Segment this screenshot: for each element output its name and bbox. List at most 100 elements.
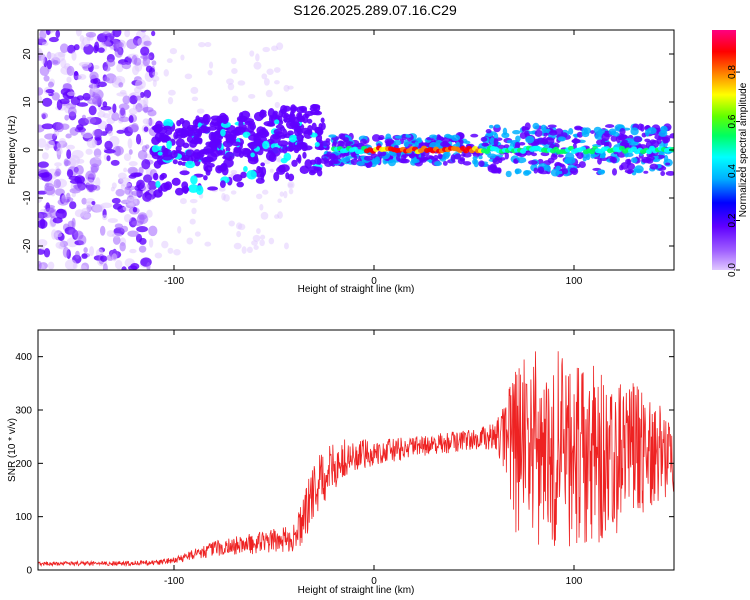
spectrogram-blob: [102, 214, 108, 221]
spectrogram-blob: [505, 170, 512, 178]
spectrogram-blob: [179, 198, 187, 205]
spectrogram-blob: [338, 133, 346, 140]
spectrogram-blob: [66, 65, 75, 77]
spectrogram-blob: [280, 108, 287, 114]
spectrogram-blob: [273, 171, 280, 182]
spectrogram-blob: [350, 158, 359, 166]
spectrogram-blob: [68, 157, 77, 167]
spectrogram-blob: [630, 157, 638, 164]
spectrogram-blob: [378, 136, 384, 141]
spectrogram-blob: [401, 133, 407, 141]
spectrogram-blob: [38, 95, 43, 103]
spectrogram-blob: [94, 154, 102, 161]
spectrogram-blob: [100, 105, 112, 111]
spectrogram-blob: [330, 160, 341, 165]
spectrogram-blob: [141, 159, 151, 170]
spectrogram-blob: [285, 146, 295, 152]
spectrogram-blob: [198, 125, 209, 134]
spectrogram-blob: [164, 136, 172, 141]
spectrogram-blob: [40, 218, 46, 229]
spectrogram-blob: [200, 149, 210, 154]
spectrogram-blob: [153, 160, 162, 169]
spectrogram-blob: [160, 182, 169, 192]
spectrogram-blob: [66, 144, 76, 150]
spectrogram-blob: [497, 167, 502, 174]
spectrogram-blob: [55, 241, 64, 249]
spectrogram-blob: [207, 186, 219, 191]
spectrogram-blob: [504, 152, 509, 160]
spectrogram-blob: [41, 97, 53, 107]
spectrogram-blob: [127, 138, 133, 149]
spectrogram-blob: [231, 68, 238, 74]
spectrogram-blob: [286, 130, 294, 136]
spectrogram-blob: [625, 158, 631, 165]
spectrogram-blob: [57, 198, 69, 206]
spectrogram-blob: [166, 58, 173, 64]
spectrogram-blob: [114, 259, 123, 270]
spectrogram-blob: [658, 130, 668, 137]
spectrogram-blob: [177, 225, 182, 234]
spectrogram-blob: [563, 157, 572, 164]
spectrogram-blob: [168, 89, 176, 96]
spectrogram-blob: [287, 173, 295, 182]
spectrogram-blob: [515, 135, 521, 142]
spectrogram-blob: [74, 183, 86, 192]
spectrogram-blob: [385, 133, 392, 140]
spectrogram-blob: [521, 125, 527, 133]
spectrogram-blob: [266, 68, 274, 75]
spectrogram-blob: [128, 108, 138, 115]
spectrogram-x-ticks: -100 0 100: [164, 30, 583, 287]
spectrogram-blob: [461, 152, 466, 157]
spectrogram-blob: [43, 213, 53, 218]
spectrogram-blob: [128, 149, 133, 155]
spectrogram-blob: [478, 155, 483, 160]
y-tick-label: -20: [22, 238, 33, 253]
spectrogram-blob: [167, 96, 174, 105]
spectrogram-blob: [358, 149, 364, 155]
spectrogram-blob: [136, 179, 145, 190]
spectrogram-blob: [544, 164, 551, 173]
spectrogram-blob: [69, 201, 77, 210]
spectrogram-blob: [283, 152, 292, 162]
spectrogram-blob: [91, 200, 96, 206]
spectrogram-blob: [112, 203, 123, 210]
spectrogram-blob: [162, 125, 172, 131]
spectrogram-blob: [83, 247, 88, 254]
spectrogram-blob: [634, 165, 644, 174]
spectrogram-blob: [224, 151, 235, 161]
spectrogram-blob: [248, 134, 258, 141]
spectrogram-blob: [436, 134, 441, 142]
spectrogram-blob: [332, 139, 338, 146]
spectrogram-blob: [112, 235, 121, 245]
spectrogram-blob: [71, 51, 77, 61]
spectrogram-blob: [597, 128, 605, 135]
spectrogram-blob: [135, 133, 142, 145]
spectrogram-blob: [179, 118, 185, 125]
spectrogram-blob: [102, 77, 110, 82]
spectrogram-blob: [624, 169, 634, 174]
spectrogram-blob: [73, 44, 80, 51]
spectrogram-blob: [56, 99, 63, 111]
spectrogram-blob: [299, 142, 307, 148]
spectrogram-blob: [429, 134, 438, 139]
spectrogram-blob: [502, 127, 508, 136]
spectrogram-blob: [454, 153, 462, 160]
spectrogram-blob: [542, 136, 548, 145]
spectrogram-blob: [258, 166, 264, 174]
spectrogram-blob: [83, 213, 92, 219]
spectrogram-blob: [255, 177, 265, 184]
spectrogram-blob: [136, 226, 148, 233]
spectrogram-blob: [246, 169, 257, 180]
spectrogram-blob: [217, 165, 225, 172]
spectrogram-blob: [66, 44, 76, 54]
spectrogram-blob: [110, 159, 120, 166]
spectrogram-blob: [266, 122, 276, 127]
spectrogram-blob: [268, 114, 274, 124]
spectrogram-blob: [173, 249, 181, 256]
spectrogram-blob: [268, 149, 273, 154]
snr-y-axis-label: SNR (10 * v/v): [7, 418, 18, 482]
spectrogram-blob: [135, 233, 143, 243]
spectrogram-blob: [253, 61, 262, 70]
spectrogram-blob: [138, 166, 144, 175]
spectrogram-blob: [276, 42, 284, 51]
